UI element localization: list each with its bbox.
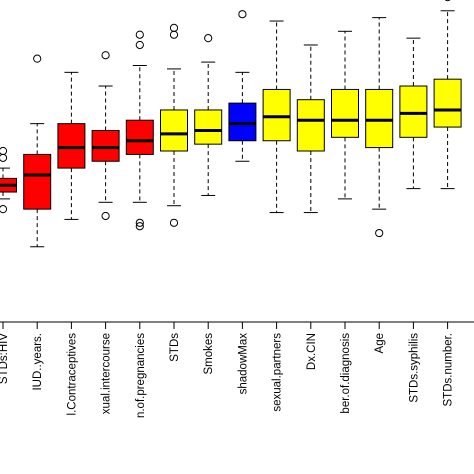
x-tick-label: l.Contraceptives	[66, 333, 78, 416]
outlier-point	[0, 153, 8, 162]
box-iqr	[160, 109, 188, 152]
x-tick-label: STDs.syphilis	[408, 333, 420, 403]
outlier-point	[135, 218, 144, 227]
box-iqr	[331, 88, 359, 138]
outlier-point	[0, 205, 8, 214]
box-0	[0, 146, 17, 214]
box-1	[23, 54, 52, 248]
plot-border	[0, 321, 474, 323]
x-tick-label: Smokes	[203, 333, 215, 375]
x-tick-label: Dx.CIN	[306, 333, 318, 370]
box-iqr	[262, 88, 291, 142]
x-tick-label: STDs:HIV	[0, 333, 10, 384]
outlier-point	[169, 30, 179, 39]
outlier-point	[101, 211, 110, 221]
outlier-point	[0, 146, 8, 156]
box-8	[262, 20, 291, 214]
x-tick-label: IUD..years.	[32, 333, 44, 391]
box-7	[228, 10, 257, 162]
x-tick-label: n.of.pregnancies	[135, 333, 147, 418]
outlier-point	[101, 51, 110, 60]
x-axis: STDs:HIV IUD..years. l.Contraceptives xual.…	[0, 322, 455, 418]
outlier-point	[169, 23, 179, 32]
box-iqr	[228, 102, 257, 142]
box-iqr	[125, 119, 154, 155]
x-tick-label: ber.of.diagnosis	[340, 333, 352, 414]
box-iqr	[57, 123, 86, 169]
x-tick-label: STDs.number.	[443, 333, 455, 407]
box-iqr	[296, 99, 325, 152]
box-4	[125, 30, 154, 231]
box-12	[399, 37, 428, 190]
box-iqr	[399, 85, 428, 138]
box-11	[365, 17, 394, 238]
x-tick-label: Age	[374, 333, 386, 353]
outlier-point	[238, 10, 247, 19]
box-iqr	[365, 88, 394, 149]
box-13	[433, 0, 462, 190]
x-tick-label: sexual.partners	[272, 333, 284, 412]
box-iqr	[433, 78, 462, 128]
outlier-point	[135, 40, 144, 50]
x-tick-label: shadowMax	[237, 333, 249, 395]
box-9	[296, 44, 325, 214]
box-10	[331, 30, 359, 200]
outlier-point	[169, 218, 179, 227]
outlier-point	[135, 222, 144, 231]
outlier-point	[204, 34, 213, 43]
box-2	[57, 71, 86, 220]
box-iqr	[91, 129, 120, 162]
outlier-point	[33, 54, 42, 63]
x-tick-label: xual.intercourse	[101, 333, 113, 414]
outlier-point	[444, 0, 451, 2]
x-tick-label: STDs	[169, 333, 181, 362]
box-iqr	[194, 109, 223, 145]
outlier-point	[135, 30, 144, 39]
box-6	[194, 34, 223, 196]
boxes-layer	[0, 0, 462, 248]
plot-frame	[0, 321, 474, 323]
box-3	[91, 51, 120, 221]
box-iqr	[23, 153, 52, 210]
outlier-point	[375, 228, 384, 238]
box-5	[160, 23, 188, 227]
